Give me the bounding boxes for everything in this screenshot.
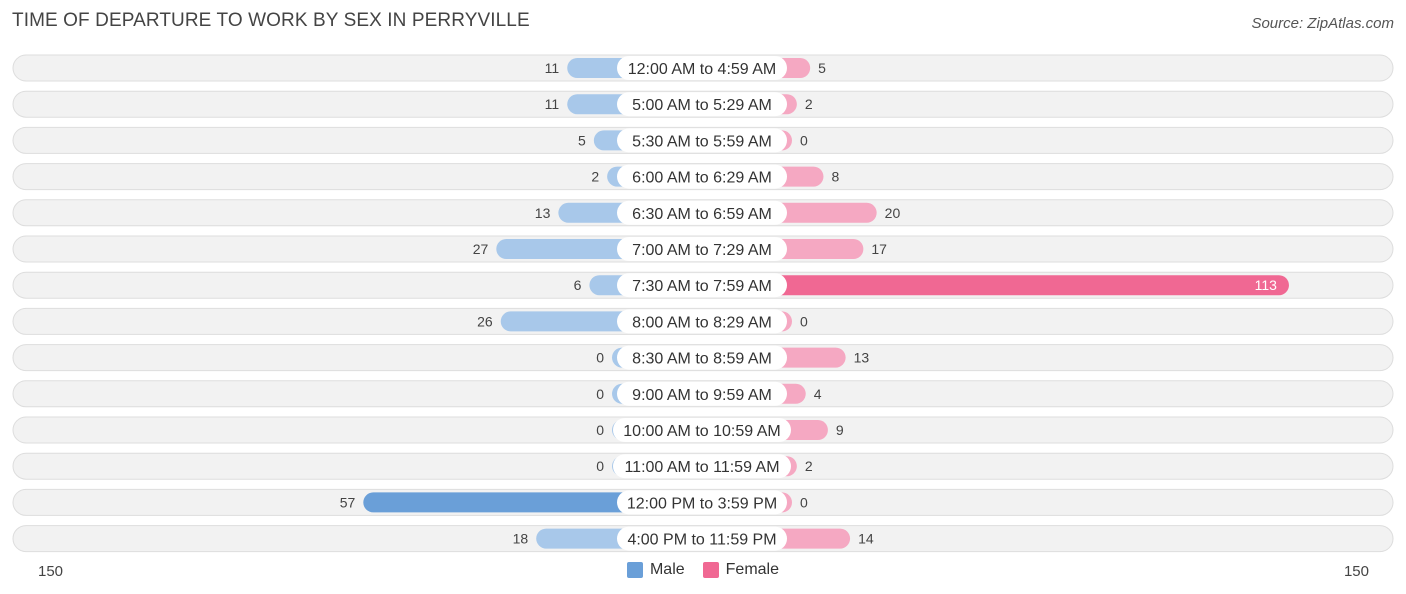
legend-label-female: Female: [725, 561, 780, 578]
female-value-label: 0: [800, 313, 808, 329]
female-value-label: 20: [885, 205, 901, 221]
category-label: 5:30 AM to 5:59 AM: [632, 133, 772, 150]
female-value-label: 8: [831, 169, 839, 185]
male-value-label: 13: [535, 205, 551, 221]
chart-title: TIME OF DEPARTURE TO WORK BY SEX IN PERR…: [12, 10, 530, 31]
male-value-label: 18: [513, 531, 529, 547]
category-label: 11:00 AM to 11:59 AM: [624, 459, 779, 476]
axis-right-label: 150: [1343, 563, 1369, 580]
category-label: 7:30 AM to 7:59 AM: [632, 278, 772, 295]
female-value-label: 14: [858, 531, 874, 547]
female-value-label: 2: [805, 96, 813, 112]
male-value-label: 57: [340, 494, 356, 510]
category-label-background: [617, 56, 787, 80]
male-value-label: 0: [596, 422, 604, 438]
female-value-label: 0: [800, 132, 808, 148]
female-value-label: 2: [805, 458, 813, 474]
male-value-label: 11: [545, 60, 560, 76]
male-value-label: 2: [591, 169, 599, 185]
legend-label-male: Male: [649, 561, 685, 578]
category-label: 12:00 AM to 4:59 AM: [628, 61, 777, 78]
category-label-background: [617, 128, 787, 153]
category-label-background: [617, 273, 787, 298]
category-label: 4:00 PM to 11:59 PM: [627, 532, 776, 549]
male-value-label: 0: [596, 386, 604, 402]
category-label-background: [617, 237, 787, 261]
axis-left-label: 150: [38, 563, 64, 580]
category-label-background: [617, 345, 787, 370]
male-value-label: 0: [596, 458, 604, 474]
female-bar: [702, 275, 1289, 296]
female-value-label: 13: [854, 350, 870, 366]
legend-item-male: Male: [626, 561, 685, 579]
female-value-label: 5: [818, 60, 826, 76]
category-label: 8:00 AM to 8:29 AM: [632, 314, 772, 331]
category-label-background: [613, 454, 791, 479]
legend-swatch-male: [626, 562, 643, 578]
source-note: Source: ZipAtlas.com: [1251, 15, 1394, 32]
category-label-background: [613, 418, 791, 442]
male-value-label: 5: [578, 132, 586, 148]
category-label-background: [617, 309, 787, 334]
legend-swatch-female: [702, 562, 719, 578]
category-label: 6:00 AM to 6:29 AM: [632, 170, 772, 187]
category-label: 12:00 PM to 3:59 PM: [627, 495, 777, 512]
male-value-label: 26: [477, 313, 493, 329]
category-label: 10:00 AM to 10:59 AM: [623, 423, 780, 440]
female-value-label: 113: [1255, 277, 1278, 293]
male-value-label: 0: [596, 350, 604, 366]
category-label: 7:00 AM to 7:29 AM: [632, 242, 772, 259]
category-label-background: [617, 92, 787, 117]
category-label: 9:00 AM to 9:59 AM: [632, 387, 772, 404]
category-label: 5:00 AM to 5:29 AM: [632, 97, 772, 114]
male-value-label: 11: [545, 96, 560, 112]
male-value-label: 6: [574, 277, 582, 293]
category-label-background: [617, 200, 787, 225]
female-value-label: 0: [800, 494, 808, 510]
legend-item-female: Female: [702, 561, 780, 579]
category-label-background: [617, 381, 787, 406]
category-label: 6:30 AM to 6:59 AM: [632, 206, 772, 223]
category-label-background: [617, 526, 787, 551]
female-value-label: 17: [871, 241, 887, 257]
female-value-label: 9: [836, 422, 844, 438]
female-value-label: 4: [814, 386, 822, 402]
category-label-background: [617, 490, 787, 515]
category-label-background: [617, 164, 787, 189]
male-value-label: 27: [473, 241, 489, 257]
male-bar: [363, 492, 702, 513]
category-label: 8:30 AM to 8:59 AM: [632, 351, 772, 368]
legend: Male Female: [0, 561, 1406, 579]
